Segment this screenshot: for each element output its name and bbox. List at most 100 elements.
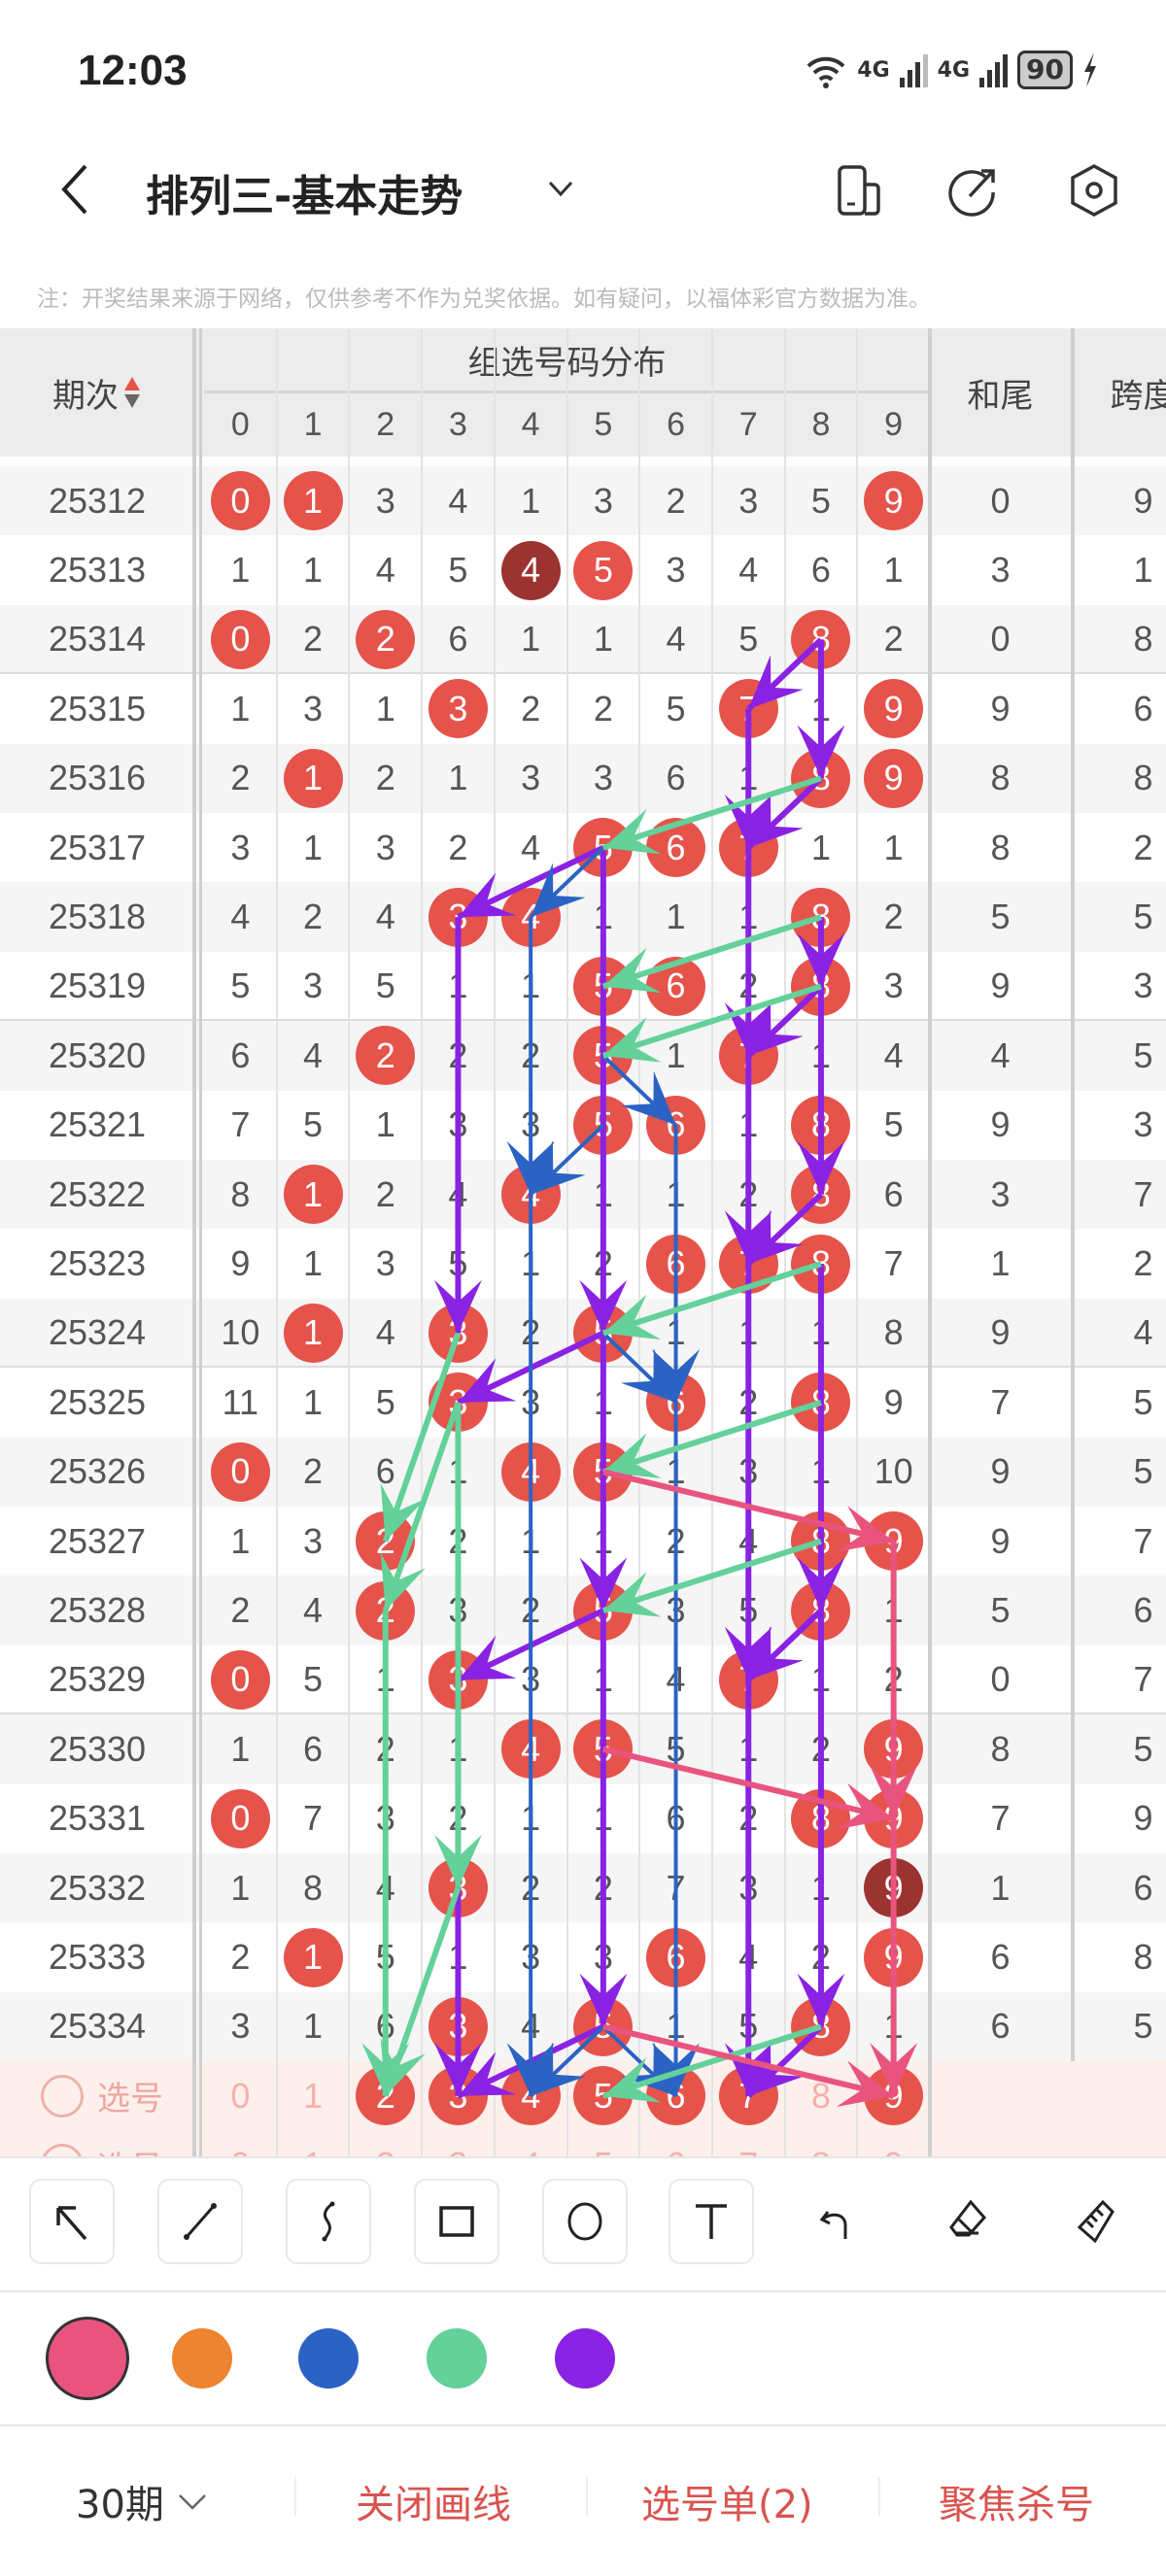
drawn-arrow[interactable] <box>601 983 822 1063</box>
close-drawing-button[interactable]: 关闭画线 <box>356 2483 511 2527</box>
color-swatch-orange[interactable] <box>172 2328 232 2389</box>
drawn-arrow[interactable] <box>380 1332 462 1542</box>
chevron-down-icon[interactable] <box>546 177 575 200</box>
drawn-arrow[interactable] <box>601 775 822 855</box>
pick-label-text: 选号 <box>97 2142 163 2156</box>
drawn-arrow[interactable] <box>529 846 605 919</box>
focus-kill-button[interactable]: 聚焦杀号 <box>939 2483 1094 2527</box>
pick-cell[interactable]: 6 <box>639 2131 712 2156</box>
pick-row-label[interactable]: 选号 <box>19 2061 185 2130</box>
period-cell: 25332 <box>48 1867 147 1908</box>
circle-tool-button[interactable] <box>542 2179 628 2264</box>
drawn-arrow[interactable] <box>797 917 845 987</box>
drawn-arrow[interactable] <box>433 917 482 1334</box>
drawn-arrow[interactable] <box>746 2024 824 2099</box>
pick-cell[interactable]: 9 <box>857 2131 930 2156</box>
drawn-arrow[interactable] <box>601 1261 822 1340</box>
hit-ball: 1 <box>283 1165 343 1225</box>
drawn-arrow[interactable] <box>602 2023 895 2107</box>
drawn-arrow[interactable] <box>746 776 824 850</box>
number-cell: 1 <box>277 1922 350 1991</box>
period-header[interactable]: 期次 <box>0 328 194 457</box>
drawn-arrow[interactable] <box>724 1055 772 1265</box>
number-cell: 1 <box>521 480 541 521</box>
eraser-button[interactable] <box>926 2179 1012 2264</box>
drawn-arrow[interactable] <box>579 847 628 1334</box>
drawn-arrow[interactable] <box>380 1886 462 2097</box>
share-icon[interactable] <box>946 163 1001 218</box>
drawn-arrow[interactable] <box>602 1469 895 1552</box>
drawn-arrow[interactable] <box>797 986 845 1195</box>
drawn-arrow[interactable] <box>797 639 845 779</box>
drawn-arrow[interactable] <box>724 1264 772 1680</box>
drawn-arrow[interactable] <box>746 637 824 712</box>
drawn-arrow[interactable] <box>457 844 605 920</box>
drawn-arrow[interactable] <box>601 1332 677 1405</box>
drawn-arrow[interactable] <box>746 984 824 1059</box>
pick-cell[interactable]: 8 <box>810 2075 831 2116</box>
drawn-arrow[interactable] <box>746 1608 824 1682</box>
color-swatch-green[interactable] <box>427 2328 487 2389</box>
radio-icon[interactable] <box>41 2074 84 2118</box>
drawn-arrow[interactable] <box>506 917 555 1195</box>
drawn-arrow[interactable] <box>724 1679 772 2096</box>
hewei-cell: 5 <box>990 1590 1011 1631</box>
clear-all-button[interactable] <box>1052 2179 1138 2264</box>
drawn-arrow[interactable] <box>601 914 822 994</box>
pick-cell[interactable]: 0 <box>230 2075 251 2116</box>
drawn-arrow[interactable] <box>746 1192 824 1267</box>
drawn-arrow[interactable] <box>433 1402 482 1888</box>
pick-cell[interactable]: 0 <box>204 2131 277 2156</box>
drawn-arrow[interactable] <box>506 1194 555 2096</box>
drawn-arrow[interactable] <box>652 1402 701 2096</box>
color-swatch-pink[interactable] <box>46 2317 129 2400</box>
number-cell: 1 <box>277 744 350 813</box>
pick-cell[interactable]: 1 <box>303 2075 324 2116</box>
pick-cell[interactable]: 2 <box>349 2131 422 2156</box>
color-swatch-purple[interactable] <box>555 2328 615 2389</box>
drawn-arrow[interactable] <box>361 1610 410 2096</box>
drawing-layer[interactable] <box>0 328 1166 2156</box>
pick-cell[interactable]: 5 <box>567 2131 640 2156</box>
number-cell: 2 <box>303 619 324 660</box>
drawn-arrow[interactable] <box>652 1125 701 1403</box>
number-cell: 5 <box>230 966 251 1006</box>
pick-cell[interactable]: 3 <box>422 2131 495 2156</box>
undo-button[interactable] <box>797 2179 882 2264</box>
drawn-arrow[interactable] <box>602 1746 895 1830</box>
line-tool-button[interactable] <box>157 2179 243 2264</box>
kuadu-cell: 4 <box>1133 1312 1153 1353</box>
back-icon[interactable] <box>51 160 99 219</box>
drawn-arrow[interactable] <box>797 1610 845 2027</box>
drawn-arrow[interactable] <box>870 1541 918 1819</box>
settings-icon[interactable] <box>1067 163 1121 218</box>
hewei-cell: 3 <box>990 1173 1011 1214</box>
pick-cell[interactable]: 1 <box>277 2131 350 2156</box>
drawn-arrow[interactable] <box>870 1818 918 2096</box>
pick-list-button[interactable]: 选号单(2) <box>641 2483 813 2527</box>
pick-row-label[interactable]: 选号 <box>19 2131 185 2156</box>
drawn-arrow[interactable] <box>601 1400 822 1478</box>
color-swatch-blue[interactable] <box>298 2328 359 2389</box>
page-title[interactable]: 排列三-基本走势 <box>146 172 463 221</box>
drawn-arrow[interactable] <box>797 1264 845 1611</box>
pick-cell[interactable]: 8 <box>785 2131 858 2156</box>
drawn-arrow[interactable] <box>601 2023 822 2103</box>
arrow-tool-button[interactable] <box>29 2179 115 2264</box>
device-icon[interactable] <box>832 163 886 218</box>
period-cell: 25327 <box>48 1520 147 1561</box>
freehand-tool-button[interactable] <box>286 2179 371 2264</box>
drawn-arrow[interactable] <box>601 1538 822 1617</box>
drawn-arrow[interactable] <box>579 1610 628 2027</box>
drawn-arrow[interactable] <box>601 1054 677 1127</box>
drawn-arrow[interactable] <box>529 1123 605 1197</box>
drawn-arrow[interactable] <box>529 2025 605 2098</box>
text-tool-button[interactable] <box>669 2179 754 2264</box>
sort-icon[interactable] <box>122 373 142 412</box>
pick-cell[interactable]: 4 <box>495 2131 567 2156</box>
drawn-arrow[interactable] <box>380 1401 462 1612</box>
drawn-arrow[interactable] <box>601 2025 677 2098</box>
period-select[interactable]: 30期 <box>76 2473 209 2529</box>
pick-cell[interactable]: 7 <box>712 2131 785 2156</box>
rectangle-tool-button[interactable] <box>414 2179 499 2264</box>
